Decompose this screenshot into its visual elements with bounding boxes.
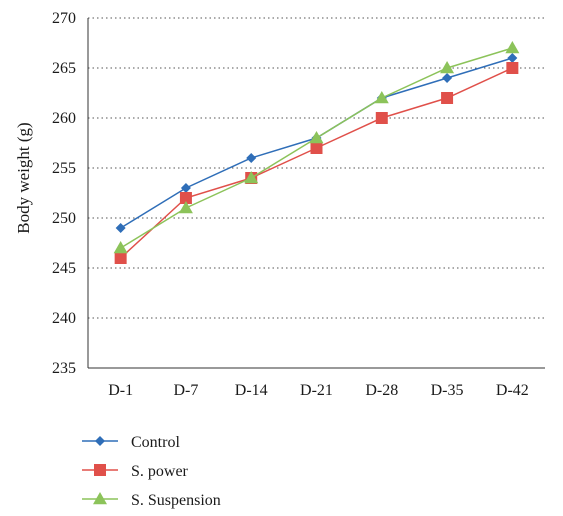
series-layer bbox=[113, 41, 520, 264]
x-tick-label: D-35 bbox=[431, 382, 464, 399]
x-tick-label: D-1 bbox=[108, 382, 133, 399]
legend: Control S. power S. Suspension bbox=[82, 434, 221, 509]
data-point bbox=[246, 153, 257, 163]
data-point bbox=[115, 223, 126, 233]
axes bbox=[87, 18, 545, 369]
legend-label: S. Suspension bbox=[131, 492, 221, 509]
y-tick-label: 255 bbox=[52, 160, 76, 177]
legend-label: S. power bbox=[131, 463, 189, 480]
data-point bbox=[179, 192, 192, 204]
data-point bbox=[244, 171, 259, 184]
data-point bbox=[113, 241, 128, 254]
legend-marker bbox=[93, 492, 107, 505]
data-point bbox=[374, 91, 389, 104]
data-point bbox=[180, 183, 191, 193]
data-point bbox=[309, 131, 324, 144]
tick-labels: 235 240 245 250 255 260 265 270 D-1 D-7 D-14 D-21 D-… bbox=[52, 10, 529, 399]
gridlines bbox=[88, 17, 545, 319]
data-point bbox=[505, 41, 520, 54]
data-point bbox=[375, 112, 388, 124]
legend-marker bbox=[94, 464, 106, 476]
y-tick-label: 260 bbox=[52, 110, 76, 127]
data-point bbox=[114, 252, 127, 264]
data-point bbox=[507, 53, 518, 63]
series-1 bbox=[114, 62, 519, 264]
legend-item: S. power bbox=[82, 463, 189, 480]
x-tick-label: D-7 bbox=[173, 382, 198, 399]
y-axis-title: Body weight (g) bbox=[14, 122, 33, 233]
data-point bbox=[506, 62, 519, 74]
data-point bbox=[440, 61, 455, 74]
y-tick-label: 270 bbox=[52, 10, 76, 27]
x-tick-label: D-42 bbox=[496, 382, 529, 399]
data-point bbox=[442, 73, 453, 83]
y-tick-label: 235 bbox=[52, 360, 76, 377]
data-point bbox=[178, 201, 193, 214]
legend-marker bbox=[95, 436, 105, 446]
legend-item: S. Suspension bbox=[82, 492, 221, 509]
series-line bbox=[120, 67, 513, 259]
legend-label: Control bbox=[131, 434, 180, 451]
data-point bbox=[310, 142, 323, 154]
y-tick-label: 245 bbox=[52, 260, 76, 277]
x-tick-label: D-14 bbox=[235, 382, 268, 399]
x-tick-label: D-28 bbox=[365, 382, 398, 399]
y-tick-label: 265 bbox=[52, 60, 76, 77]
y-tick-label: 240 bbox=[52, 310, 76, 327]
x-tick-label: D-21 bbox=[300, 382, 333, 399]
legend-item: Control bbox=[82, 434, 180, 451]
data-point bbox=[441, 92, 454, 104]
y-tick-label: 250 bbox=[52, 210, 76, 227]
series-2 bbox=[113, 41, 520, 254]
